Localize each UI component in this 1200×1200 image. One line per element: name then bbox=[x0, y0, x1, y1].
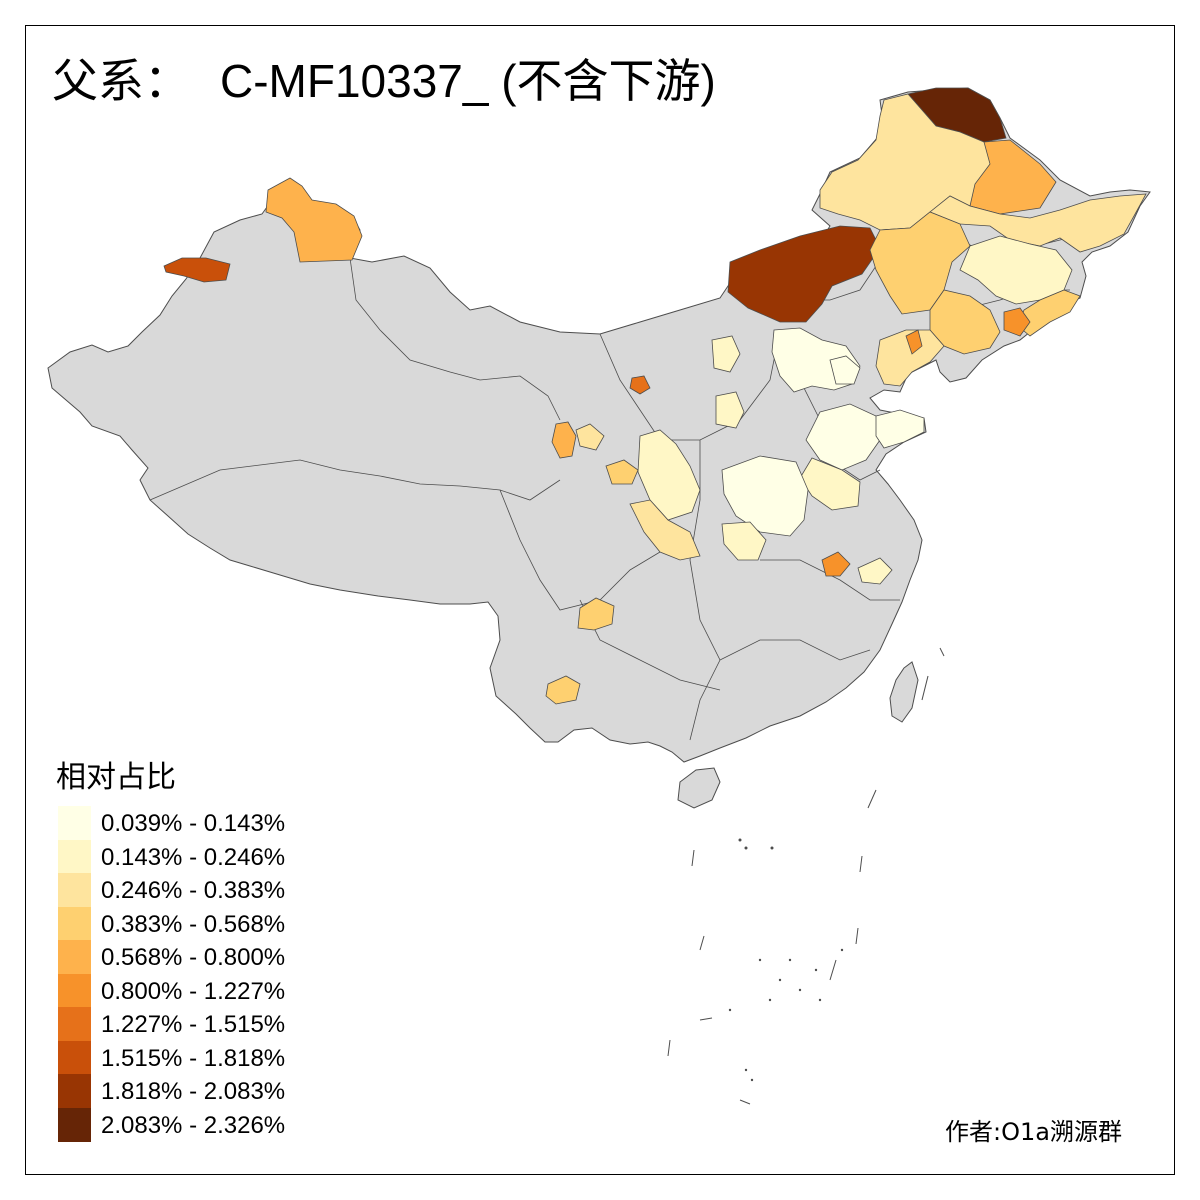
legend-label: 0.568% - 0.800% bbox=[101, 944, 286, 971]
legend-label: 0.383% - 0.568% bbox=[101, 910, 286, 938]
author-credit: 作者:O1a溯源群 bbox=[945, 1118, 1122, 1146]
region-dalian bbox=[1003, 307, 1031, 337]
region-henan bbox=[721, 455, 809, 537]
legend-swatch bbox=[58, 940, 91, 974]
region-anhui bbox=[857, 557, 893, 585]
region-ningxia bbox=[551, 421, 577, 459]
region-hubei bbox=[821, 551, 851, 577]
map-title: 父系： C-MF10337_ (不含下游) bbox=[52, 58, 716, 104]
region-heilongjiang-north bbox=[969, 139, 1057, 215]
region-shanxi-center bbox=[715, 391, 745, 429]
title-haplogroup: C-MF10337_ (不含下游) bbox=[220, 55, 716, 107]
region-inner-mongolia-dot bbox=[629, 375, 651, 395]
legend-swatch bbox=[58, 1007, 91, 1041]
region-xinjiang-tacheng bbox=[163, 257, 231, 283]
region-sichuan bbox=[577, 597, 615, 631]
region-gansu-zone bbox=[575, 423, 605, 451]
legend-swatch bbox=[58, 973, 91, 1008]
region-henan-south bbox=[721, 521, 767, 561]
region-shandong-mid bbox=[829, 355, 861, 385]
legend-label: 1.227% - 1.515% bbox=[101, 1011, 286, 1038]
region-liaoning-coast bbox=[905, 329, 923, 355]
legend-swatch bbox=[58, 806, 91, 840]
legend-label: 0.143% - 0.246% bbox=[101, 843, 286, 871]
taiwan-region bbox=[889, 661, 919, 723]
region-shaanxi bbox=[637, 429, 701, 521]
region-yunnan bbox=[545, 675, 581, 705]
legend-label: 0.039% - 0.143% bbox=[101, 810, 286, 837]
legend-swatch bbox=[58, 1040, 91, 1075]
region-xinjiang-altay bbox=[265, 177, 363, 263]
region-hebei-south bbox=[805, 403, 881, 471]
south-sea-islands bbox=[667, 647, 945, 1105]
legend-swatch bbox=[58, 1107, 91, 1142]
legend-label: 1.515% - 1.818% bbox=[101, 1044, 286, 1072]
region-shanxi-north bbox=[711, 335, 741, 373]
region-inner-mongolia-east bbox=[727, 225, 881, 323]
legend-title: 相对占比 bbox=[56, 760, 176, 795]
title-prefix: 父系： bbox=[52, 54, 190, 108]
region-gansu-east bbox=[605, 459, 639, 485]
hainan-region bbox=[677, 767, 721, 809]
island-dots bbox=[728, 838, 844, 1082]
legend-label: 1.818% - 2.083% bbox=[101, 1078, 286, 1105]
legend-label: 0.800% - 1.227% bbox=[101, 977, 286, 1005]
legend-swatch bbox=[58, 1074, 91, 1108]
legend-label: 2.083% - 2.326% bbox=[101, 1111, 286, 1139]
legend-swatch bbox=[58, 906, 91, 941]
legend-label: 0.246% - 0.383% bbox=[101, 877, 286, 904]
legend-swatch bbox=[58, 873, 91, 907]
region-shandong-coast bbox=[875, 409, 925, 449]
legend-swatch bbox=[58, 839, 91, 874]
region-shaanxi-south bbox=[629, 499, 701, 561]
